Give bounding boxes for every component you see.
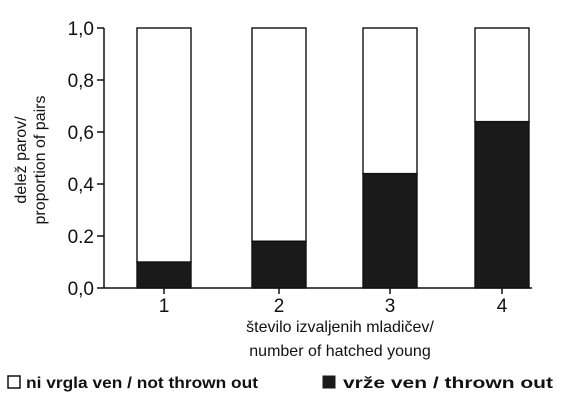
bar-segment-not-thrown-out-4 [474, 27, 530, 123]
x-tick-label: 4 [497, 296, 508, 317]
y-tick-label: 0,6 [68, 123, 94, 144]
x-tick-label: 3 [385, 296, 396, 317]
bar-segment-not-thrown-out-2 [251, 27, 307, 242]
bar-segment-thrown-out-4 [474, 120, 530, 289]
y-axis-label-line-2: proportion of pairs [32, 96, 49, 225]
x-tick-label: 2 [274, 296, 285, 317]
y-tick-label: 0,0 [68, 279, 94, 300]
legend: ni vrgla ven / not thrown out vrže ven /… [7, 375, 554, 392]
y-axis-ticks: 0,0 0.2 0,4 0,6 0,8 1,0 [68, 19, 104, 300]
y-tick-label: 0,4 [68, 175, 95, 196]
plot-area [136, 27, 530, 289]
y-tick-label: 0,8 [68, 71, 94, 92]
legend-label-thrown-out: vrže ven / thrown out [343, 375, 554, 392]
x-tick-label: 1 [159, 296, 170, 317]
x-axis-label-line-2: number of hatched young [249, 343, 430, 360]
x-axis-ticks: 1 2 3 4 [159, 288, 508, 317]
x-axis-label-line-1: število izvaljenih mladičev/ [246, 319, 434, 336]
bar-segment-not-thrown-out-3 [362, 27, 418, 175]
y-tick-label: 1,0 [68, 19, 94, 40]
bar-segment-thrown-out-1 [136, 261, 192, 289]
bar-segment-thrown-out-3 [362, 172, 418, 289]
axes [103, 28, 532, 289]
legend-label-not-thrown-out: ni vrgla ven / not thrown out [26, 375, 259, 392]
y-tick-label: 0.2 [68, 227, 94, 248]
bar-segment-not-thrown-out-1 [136, 27, 192, 263]
y-axis-label-line-1: delež parov/ [13, 116, 30, 204]
legend-marker-filled-square [322, 375, 336, 389]
bar-segment-thrown-out-2 [251, 240, 307, 289]
legend-marker-open-square [7, 375, 21, 389]
